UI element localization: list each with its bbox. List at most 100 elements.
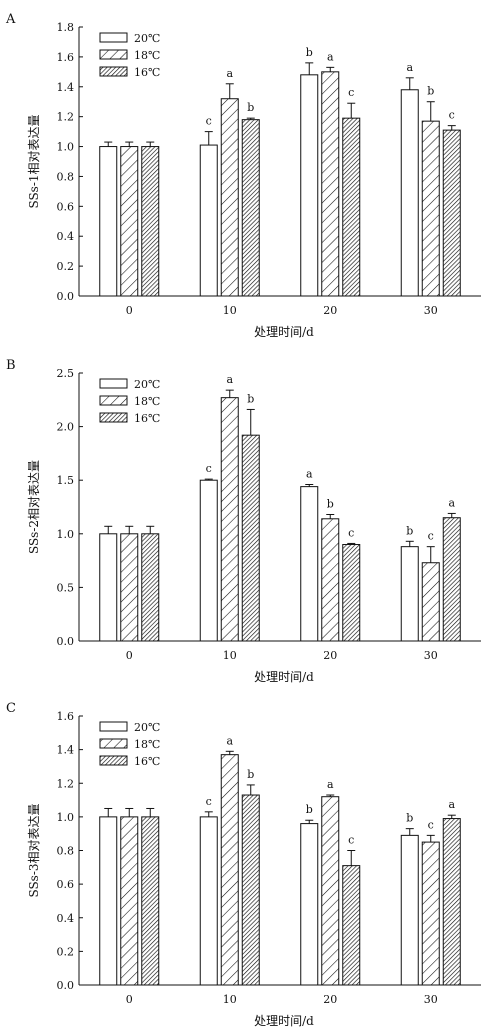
bar bbox=[400, 834, 419, 986]
bar bbox=[421, 120, 440, 297]
y-tick-label: 0.8 bbox=[57, 845, 75, 858]
significance-letter: a bbox=[226, 373, 233, 386]
bar bbox=[442, 129, 461, 297]
x-tick-label: 20 bbox=[323, 993, 337, 1006]
bar bbox=[220, 754, 239, 986]
y-axis-title: SSs-1相对表达量 bbox=[27, 114, 41, 208]
significance-letter: b bbox=[247, 101, 254, 114]
bar bbox=[241, 119, 260, 297]
bar bbox=[220, 397, 239, 642]
legend-swatch bbox=[99, 378, 128, 389]
legend-label: 20℃ bbox=[134, 32, 160, 45]
y-tick-label: 0.4 bbox=[57, 912, 75, 925]
legend-swatch bbox=[99, 412, 128, 423]
legend-label: 18℃ bbox=[134, 738, 160, 751]
y-tick-label: 2.0 bbox=[57, 421, 75, 434]
significance-letter: b bbox=[247, 392, 254, 405]
x-tick-label: 0 bbox=[126, 304, 133, 317]
bar bbox=[321, 518, 340, 642]
x-tick-label: 20 bbox=[323, 649, 337, 662]
significance-letter: b bbox=[406, 524, 413, 537]
y-tick-label: 0.5 bbox=[57, 581, 75, 594]
bar bbox=[300, 823, 319, 986]
significance-letter: a bbox=[306, 467, 313, 480]
bar bbox=[120, 146, 139, 297]
x-axis-title: 处理时间/d bbox=[254, 325, 314, 339]
y-tick-label: 0.0 bbox=[57, 635, 75, 648]
legend-label: 16℃ bbox=[134, 66, 160, 79]
bar bbox=[99, 146, 118, 297]
bar bbox=[199, 479, 218, 642]
chart-panel-a: A 0.0 0.2 0.4 0.6 0.8 1.0 1.2 1.4 1.6 1.8 0 10 20 30 SS… bbox=[5, 12, 481, 339]
significance-letter: c bbox=[428, 818, 434, 831]
bar bbox=[99, 533, 118, 642]
y-tick-label: 0.0 bbox=[57, 290, 75, 303]
bar bbox=[442, 517, 461, 642]
significance-letter: b bbox=[327, 498, 334, 511]
legend-swatch bbox=[99, 32, 128, 43]
significance-letter: a bbox=[448, 798, 455, 811]
bar bbox=[321, 796, 340, 986]
bar bbox=[342, 865, 361, 986]
bar bbox=[241, 434, 260, 642]
x-tick-label: 30 bbox=[424, 649, 438, 662]
y-tick-label: 0.6 bbox=[57, 200, 75, 213]
x-tick-label: 10 bbox=[223, 649, 237, 662]
y-axis-title: SSs-3相对表达量 bbox=[27, 803, 41, 897]
significance-letter: c bbox=[449, 109, 455, 122]
bar bbox=[300, 74, 319, 297]
bar bbox=[400, 546, 419, 642]
legend-swatch bbox=[99, 49, 128, 60]
x-tick-label: 30 bbox=[424, 304, 438, 317]
bar bbox=[120, 533, 139, 642]
y-tick-label: 1.0 bbox=[57, 528, 75, 541]
y-tick-label: 1.6 bbox=[57, 51, 75, 64]
y-tick-label: 2.5 bbox=[57, 367, 75, 380]
significance-letter: b bbox=[247, 768, 254, 781]
legend-label: 16℃ bbox=[134, 412, 160, 425]
significance-letter: c bbox=[348, 834, 354, 847]
legend-swatch bbox=[99, 395, 128, 406]
legend: 20℃ 18℃ 16℃ bbox=[99, 721, 160, 768]
y-tick-label: 1.5 bbox=[57, 474, 75, 487]
bar bbox=[199, 144, 218, 297]
legend-swatch bbox=[99, 721, 128, 732]
y-tick-label: 1.8 bbox=[57, 21, 75, 34]
x-tick-label: 20 bbox=[323, 304, 337, 317]
panel-letter: A bbox=[5, 12, 16, 27]
x-tick-label: 30 bbox=[424, 993, 438, 1006]
significance-letter: c bbox=[206, 115, 212, 128]
y-tick-label: 1.2 bbox=[57, 111, 75, 124]
legend-label: 18℃ bbox=[134, 49, 160, 62]
significance-letter: a bbox=[448, 496, 455, 509]
y-tick-label: 1.2 bbox=[57, 777, 75, 790]
bar bbox=[99, 816, 118, 986]
y-tick-label: 0.6 bbox=[57, 878, 75, 891]
legend-label: 20℃ bbox=[134, 721, 160, 734]
x-tick-label: 0 bbox=[126, 993, 133, 1006]
y-tick-label: 1.0 bbox=[57, 811, 75, 824]
y-tick-label: 0.2 bbox=[57, 260, 75, 273]
x-axis-title: 处理时间/d bbox=[254, 670, 314, 684]
y-tick-label: 0.0 bbox=[57, 979, 75, 992]
bar bbox=[141, 816, 160, 986]
legend: 20℃ 18℃ 16℃ bbox=[99, 32, 160, 79]
significance-letter: c bbox=[206, 795, 212, 808]
y-tick-label: 0.4 bbox=[57, 230, 75, 243]
y-tick-label: 0.2 bbox=[57, 945, 75, 958]
chart-panel-c: C 0.0 0.2 0.4 0.6 0.8 1.0 1.2 1.4 1.6 0 10 20 30 SSs-3… bbox=[6, 701, 481, 1028]
y-tick-label: 1.6 bbox=[57, 710, 75, 723]
bar bbox=[141, 533, 160, 642]
significance-letter: b bbox=[306, 803, 313, 816]
significance-letter: c bbox=[348, 526, 354, 539]
significance-letter: c bbox=[206, 462, 212, 475]
bar bbox=[400, 89, 419, 297]
significance-letter: b bbox=[306, 46, 313, 59]
legend-label: 20℃ bbox=[134, 378, 160, 391]
significance-letter: a bbox=[327, 778, 334, 791]
legend: 20℃ 18℃ 16℃ bbox=[99, 378, 160, 425]
bar bbox=[220, 98, 239, 297]
bar bbox=[321, 71, 340, 297]
bar bbox=[442, 818, 461, 986]
